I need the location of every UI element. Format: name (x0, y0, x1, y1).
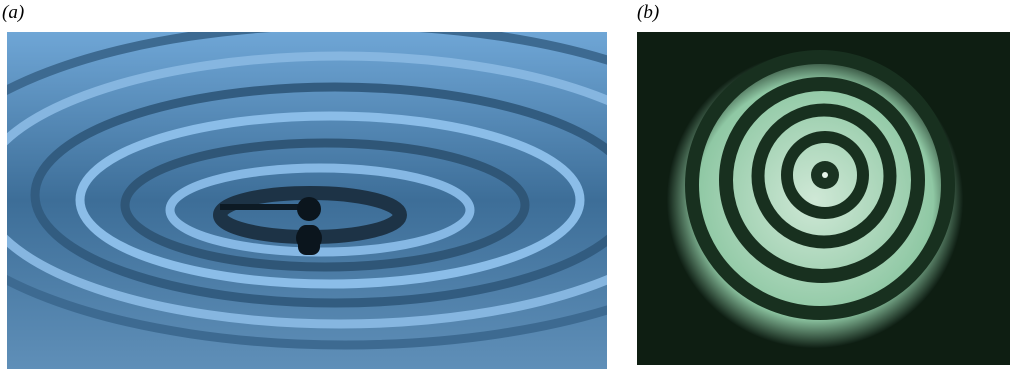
photo-b (637, 32, 1010, 365)
panel-label: (a) (2, 2, 25, 23)
panel-label: (b) (637, 2, 660, 23)
photo-a (7, 32, 607, 369)
